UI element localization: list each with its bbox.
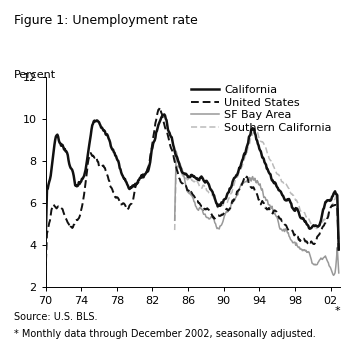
Text: Figure 1: Unemployment rate: Figure 1: Unemployment rate: [14, 14, 198, 27]
Text: Source: U.S. BLS.: Source: U.S. BLS.: [14, 312, 98, 322]
Text: * Monthly data through December 2002, seasonally adjusted.: * Monthly data through December 2002, se…: [14, 329, 316, 339]
Legend: California, United States, SF Bay Area, Southern California: California, United States, SF Bay Area, …: [189, 83, 334, 135]
Text: *: *: [335, 307, 341, 316]
Text: Percent: Percent: [14, 70, 56, 80]
